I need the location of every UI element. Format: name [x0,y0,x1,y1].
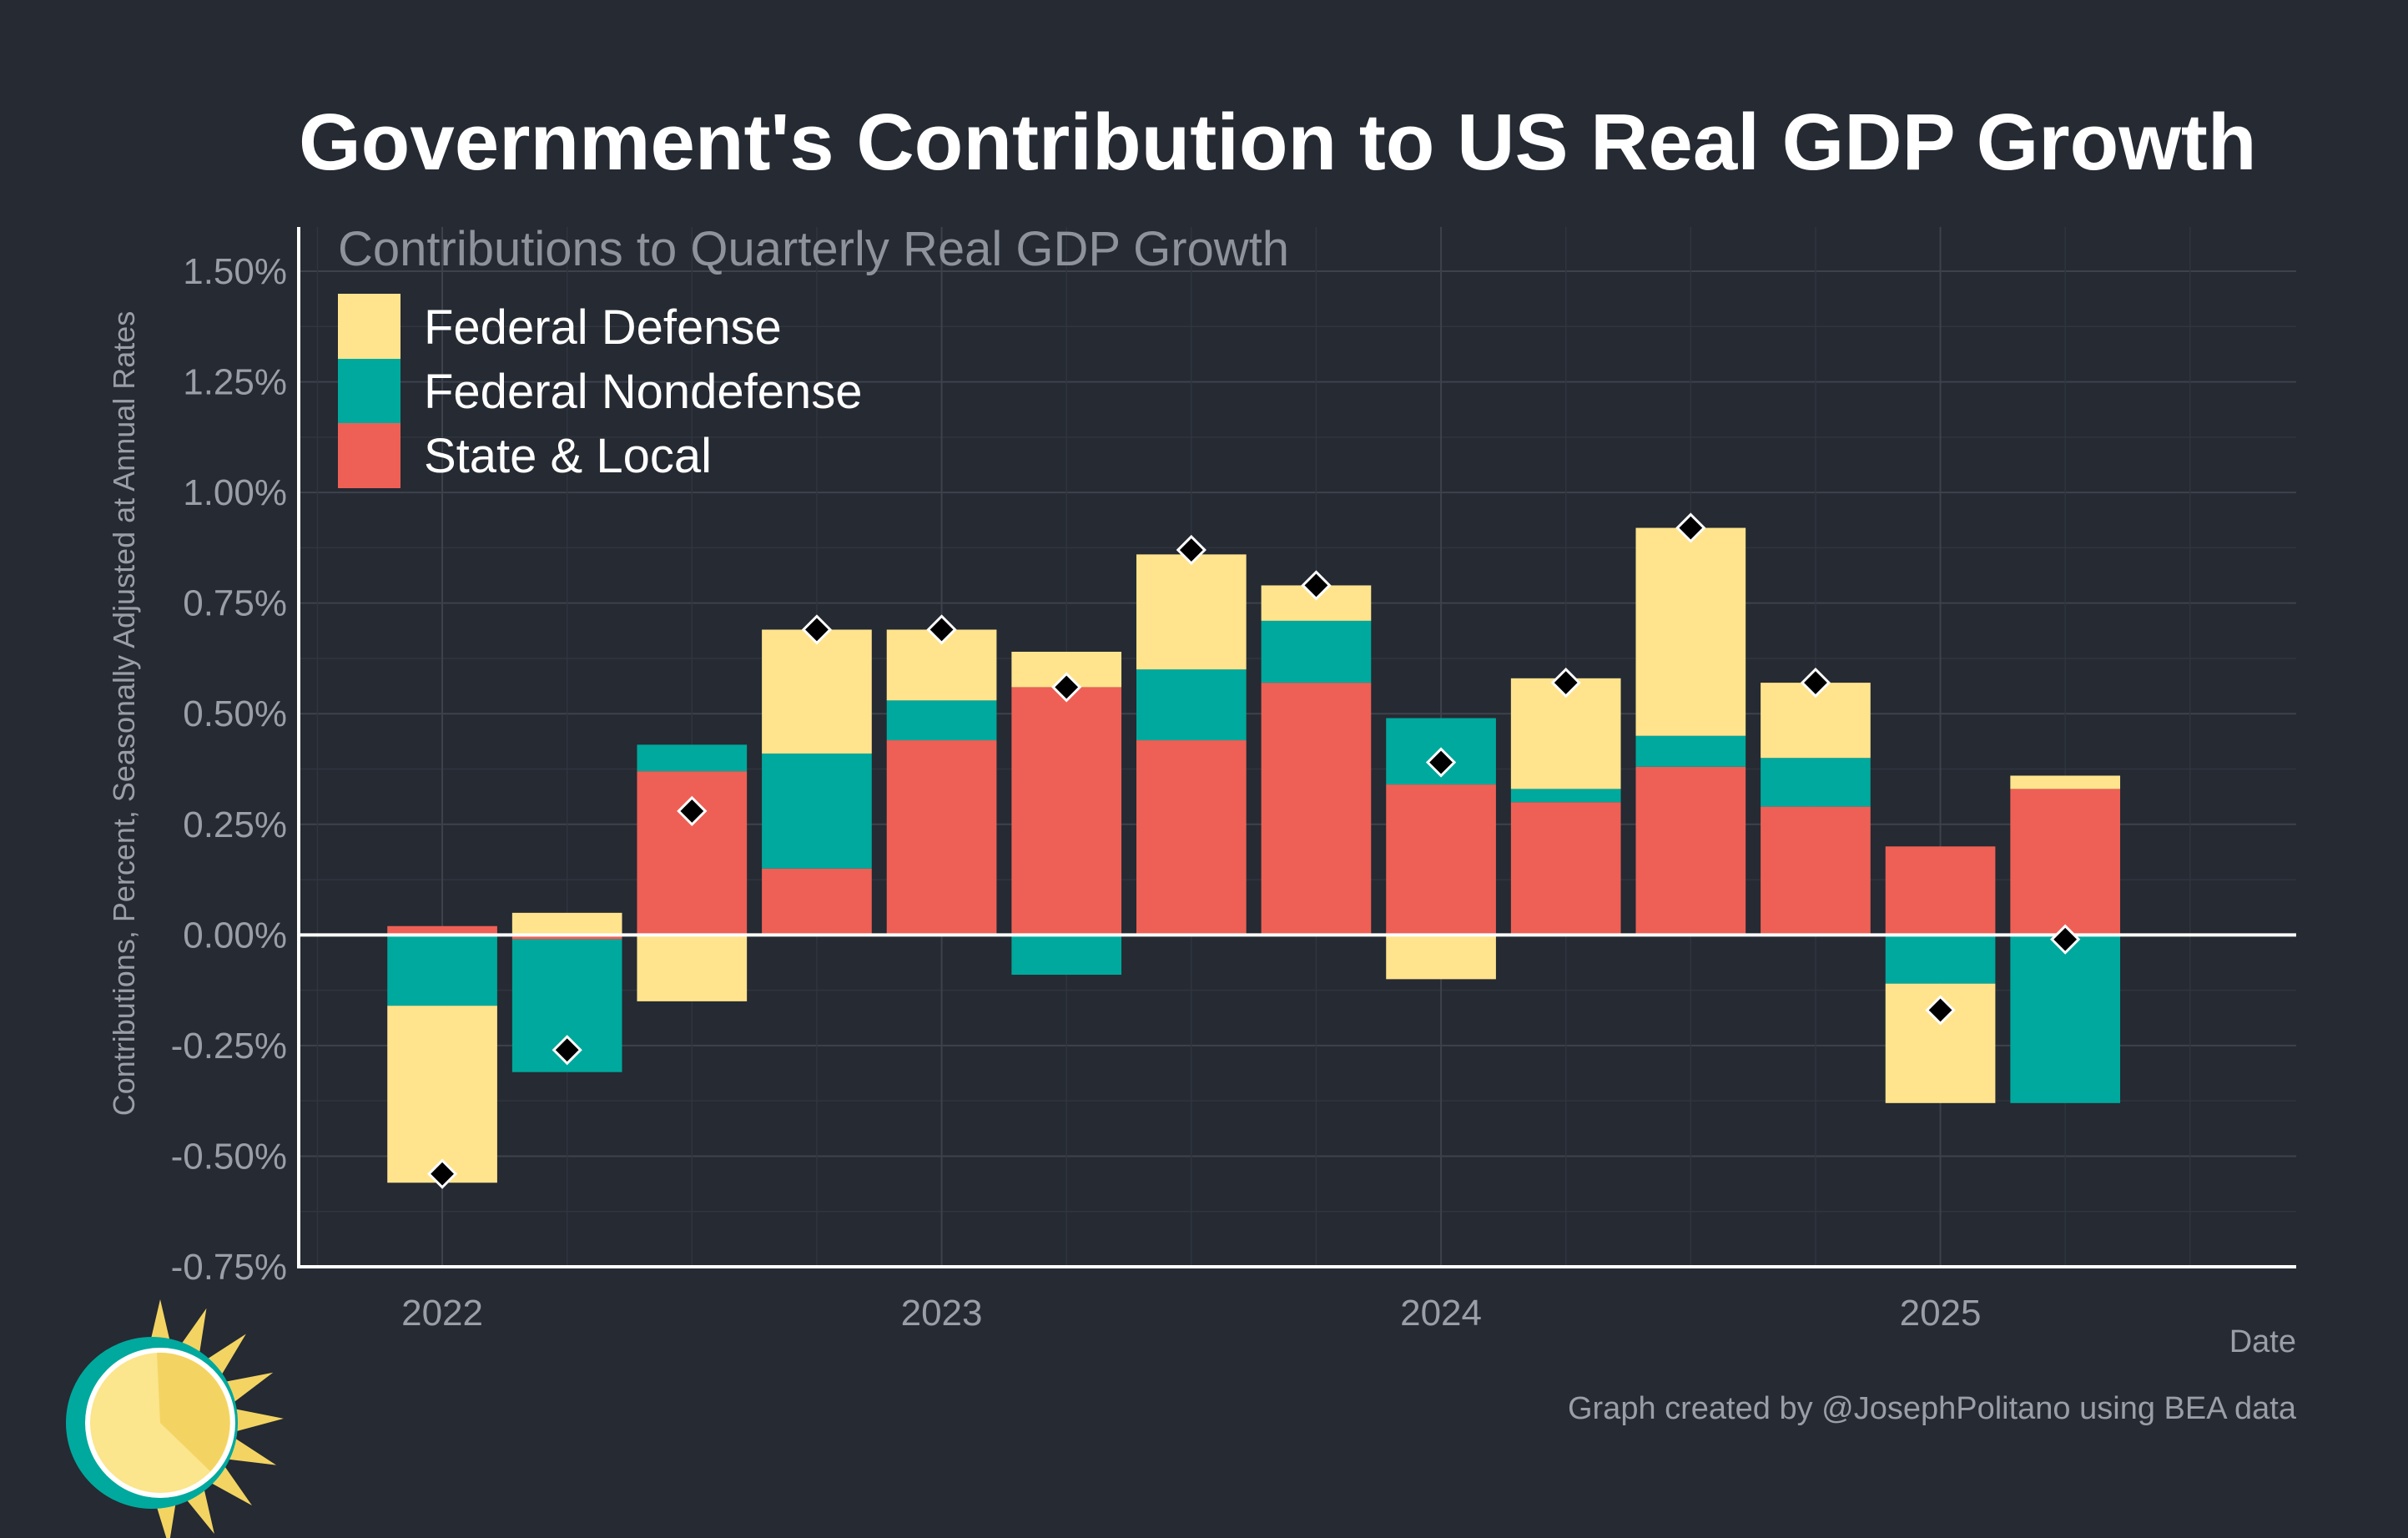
y-axis-label: Contributions, Percent, Seasonally Adjus… [107,311,141,1117]
y-tick-label: 0.50% [183,693,287,734]
bar-federal-nondefense [886,700,997,741]
total-marker [552,1035,582,1066]
x-axis-label: Date [2229,1324,2296,1359]
x-tick-label: 2024 [1400,1293,1482,1334]
y-tick-label: 0.25% [183,804,287,845]
bar-federal-defense [1386,935,1496,980]
bar-state-local [1635,766,1746,935]
y-tick-label: -0.50% [171,1136,287,1177]
bar-federal-nondefense [637,744,748,772]
y-tick-label: -0.75% [171,1247,287,1288]
y-tick-label: -0.25% [171,1026,287,1067]
chart-title: Government's Contribution to US Real GDP… [299,98,2257,187]
total-marker [1925,995,1956,1026]
total-marker [1051,672,1082,703]
y-tick-label: 0.00% [183,915,287,956]
total-marker [926,614,957,645]
bar-state-local [1761,806,1871,935]
bar-federal-nondefense [1761,758,1871,807]
bar-federal-nondefense [1261,620,1372,683]
bar-federal-defense [2010,775,2121,789]
legend: Federal Defense Federal Nondefense State… [338,294,863,488]
y-tick-label: 1.50% [183,251,287,292]
total-marker [1176,534,1207,566]
bar-federal-nondefense [387,935,497,1006]
bar-federal-defense [1136,554,1247,670]
y-tick-label: 1.25% [183,362,287,403]
bar-federal-defense [637,935,748,1001]
y-tick-label: 1.00% [183,472,287,513]
total-marker [2050,924,2081,955]
x-tick-labels: 2022 2023 2024 2025 [401,1293,1981,1334]
x-tick-label: 2023 [901,1293,983,1334]
bar-state-local [1386,784,1496,935]
total-marker [677,795,708,827]
legend-label-federal-defense: Federal Defense [424,300,782,355]
bar-federal-nondefense [1510,789,1621,803]
bar-federal-nondefense [762,753,872,869]
legend-swatch-state-local [338,423,400,488]
total-markers [426,512,2081,1189]
bar-state-local [2010,789,2121,935]
bar-state-local [762,868,872,935]
legend-swatch-federal-defense [338,294,400,359]
total-marker [426,1158,458,1189]
total-marker [1425,747,1457,778]
source-caption: Graph created by @JosephPolitano using B… [1568,1391,2297,1426]
bar-federal-defense [762,629,872,754]
y-tick-label: 0.75% [183,583,287,624]
bar-state-local [886,740,997,935]
y-tick-labels: 1.50% 1.25% 1.00% 0.75% 0.50% 0.25% 0.00% -0.25… [171,251,287,1288]
bar-federal-nondefense [1885,935,1996,984]
bar-state-local [387,925,497,935]
x-tick-label: 2025 [1900,1293,1982,1334]
total-marker [801,614,833,645]
bar-federal-nondefense [1011,935,1122,976]
bar-state-local [1885,846,1996,935]
bar-federal-defense [387,1006,497,1183]
bar-federal-nondefense [1635,735,1746,767]
total-marker [1301,570,1332,601]
bar-state-local [1011,687,1122,935]
legend-swatch-federal-nondefense [338,359,400,423]
legend-label-federal-nondefense: Federal Nondefense [424,365,863,419]
bar-federal-defense [511,912,622,935]
bar-state-local [637,771,748,935]
total-marker [1550,667,1581,698]
bar-federal-nondefense [2010,935,2121,1103]
bar-state-local [511,935,622,940]
legend-label-state-local: State & Local [424,429,712,483]
total-marker [1675,512,1706,543]
total-marker [1800,667,1831,698]
bar-state-local [1510,802,1621,935]
bars [387,527,2121,1183]
axes [297,227,2296,1268]
chart-subtitle: Contributions to Quarterly Real GDP Grow… [338,222,1289,276]
bar-federal-defense [1635,527,1746,736]
x-tick-label: 2022 [401,1293,483,1334]
bar-federal-nondefense [1136,669,1247,741]
bar-state-local [1136,740,1247,935]
bar-state-local [1261,683,1372,935]
sun-logo-icon [66,1299,284,1538]
